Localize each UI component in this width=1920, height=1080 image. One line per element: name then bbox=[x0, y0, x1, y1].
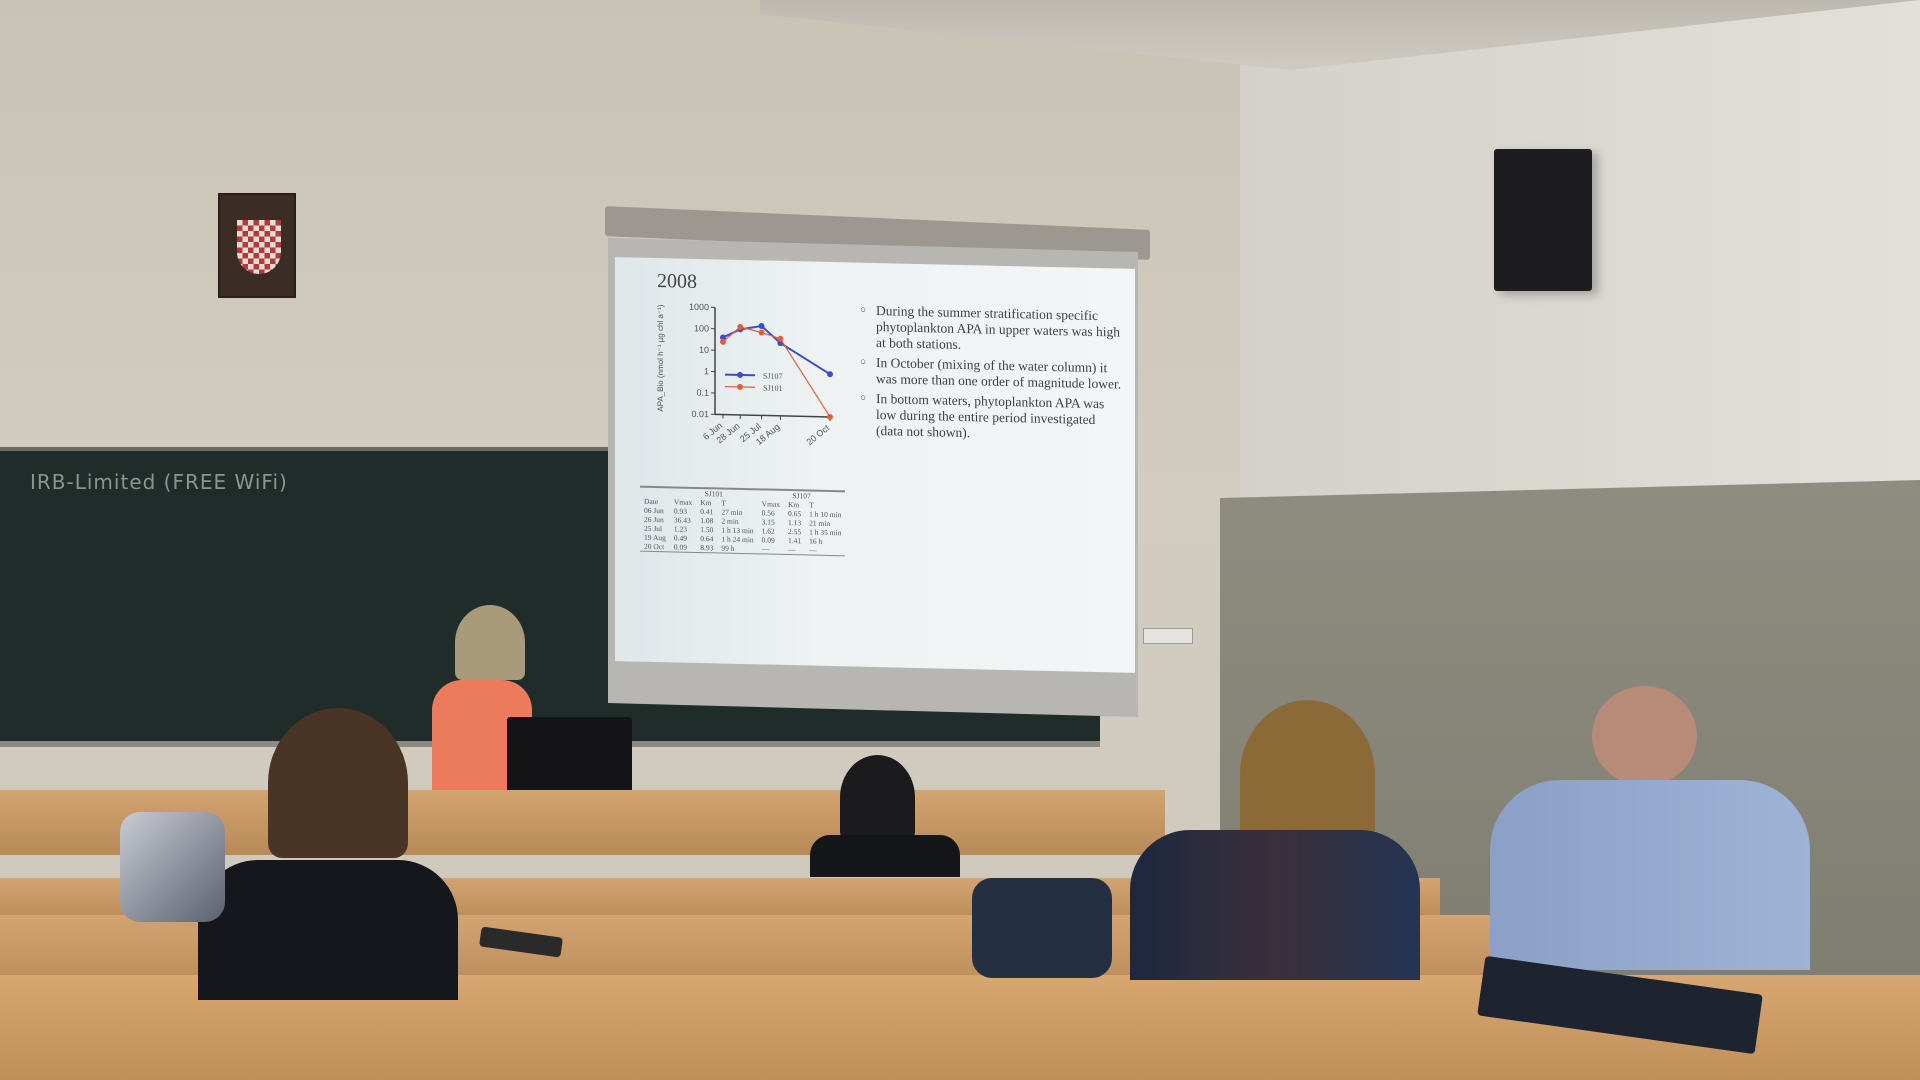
man-body-blue-shirt bbox=[1490, 780, 1810, 970]
legend-label: SJ101 bbox=[763, 383, 783, 392]
legend-label: SJ107 bbox=[763, 371, 783, 380]
coat-of-arms-plaque bbox=[218, 193, 296, 298]
data-point-SJ101 bbox=[737, 323, 744, 330]
y-tick-label: 100 bbox=[694, 323, 709, 333]
series-line-SJ107 bbox=[722, 324, 831, 376]
table-cell: — bbox=[761, 544, 770, 554]
student-body bbox=[198, 860, 458, 1000]
data-point-SJ107 bbox=[720, 334, 726, 341]
man-head bbox=[1592, 686, 1697, 786]
table-cell: 0.64 bbox=[700, 534, 714, 544]
chalk-writing: IRB-Limited (FREE WiFi) bbox=[30, 470, 288, 494]
legend-marker bbox=[737, 383, 743, 390]
table-cell: — bbox=[788, 545, 796, 555]
table-cell: 0.41 bbox=[700, 507, 714, 517]
wall-speaker bbox=[1494, 149, 1592, 291]
table-cell: 1.08 bbox=[700, 516, 714, 526]
data-point-SJ101 bbox=[758, 329, 765, 336]
table-cell: — bbox=[809, 545, 817, 555]
y-axis-label: APA_Bio (nmol h⁻¹ µg chl a⁻¹) bbox=[656, 304, 665, 412]
column-header: Km bbox=[700, 498, 712, 508]
table-cell: 2.55 bbox=[788, 527, 802, 537]
y-tick-label: 10 bbox=[699, 345, 709, 355]
slide-bullets: During the summer stratification specifi… bbox=[860, 303, 1125, 449]
data-point-SJ101 bbox=[827, 413, 833, 420]
data-point-SJ101 bbox=[720, 338, 726, 345]
lecturer-head bbox=[455, 605, 525, 680]
patterned-backpack bbox=[972, 878, 1112, 978]
table-cell: 0.09 bbox=[673, 542, 688, 552]
y-tick-label: 0.01 bbox=[691, 409, 709, 419]
column-header: Km bbox=[788, 500, 800, 510]
table-cell: 99 h bbox=[721, 543, 735, 553]
bullet: In bottom waters, phytoplankton APA was … bbox=[860, 391, 1125, 445]
table-cell: 0.65 bbox=[788, 509, 802, 519]
legend-marker bbox=[737, 371, 743, 378]
wall-socket bbox=[1143, 628, 1193, 644]
presentation-slide: 2008 0.01 0.1 1 10 100 1000 6 Jun 28 Jun 25 Jul 1… bbox=[615, 257, 1135, 673]
woman-head bbox=[1240, 700, 1375, 850]
table-cell: 1.13 bbox=[788, 518, 802, 528]
table-cell: 20 Oct bbox=[644, 541, 665, 552]
audience-member-body bbox=[810, 835, 960, 877]
data-point-SJ107 bbox=[758, 323, 765, 330]
table-cell: 8.93 bbox=[700, 543, 714, 553]
checkered-shield-icon bbox=[237, 220, 281, 274]
table-cell: 1.41 bbox=[788, 536, 802, 546]
audience-member-head bbox=[840, 755, 915, 840]
x-tick-label: 20 Oct bbox=[805, 422, 832, 447]
x-axis bbox=[715, 413, 830, 418]
bullet: During the summer stratification specifi… bbox=[860, 303, 1125, 357]
shiny-bag bbox=[120, 812, 225, 922]
y-tick-label: 1 bbox=[704, 366, 709, 376]
table-cell: 1.50 bbox=[700, 525, 714, 535]
woman-body bbox=[1130, 830, 1420, 980]
y-tick-label: 0.1 bbox=[696, 388, 709, 398]
kinetics-table: SJ101 SJ107 Date Vmax Km T Vmax Km T 06 Jun 0.93… bbox=[640, 485, 846, 557]
y-tick-label: 1000 bbox=[689, 302, 709, 312]
student-head bbox=[268, 708, 408, 858]
data-point-SJ107 bbox=[827, 371, 833, 378]
bullet: In October (mixing of the water column) … bbox=[860, 355, 1125, 393]
data-point-SJ101 bbox=[777, 335, 784, 342]
